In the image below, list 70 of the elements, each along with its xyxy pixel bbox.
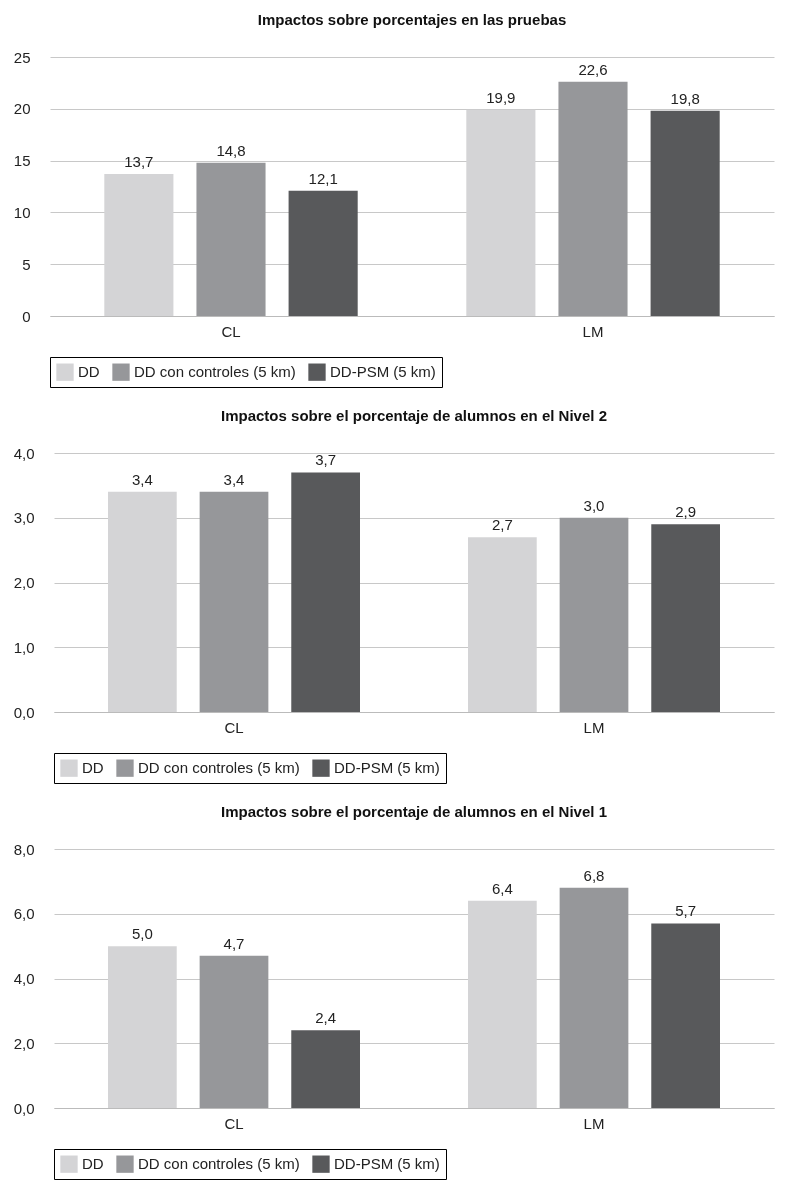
bar — [559, 887, 629, 1108]
y-tick-label: 6,0 — [13, 905, 35, 923]
data-label: 6,4 — [491, 879, 513, 897]
bar — [468, 537, 537, 712]
legend-label: DD con controles (5 km) — [134, 363, 296, 381]
data-label: 12,1 — [308, 169, 338, 187]
chart-title: Impactos sobre el porcentaje de alumnos en el Nivel 2 — [221, 407, 607, 424]
data-label: 6,8 — [583, 866, 605, 884]
x-tick-label: LM — [583, 1114, 605, 1132]
bar — [291, 472, 360, 712]
legend-label: DD-PSM (5 km) — [334, 1155, 440, 1173]
bar — [199, 491, 269, 712]
y-tick-label: 0,0 — [13, 1099, 35, 1117]
y-tick-label: 10 — [13, 203, 31, 221]
y-tick-label: 2,0 — [13, 1034, 35, 1052]
y-tick-label: 8,0 — [13, 840, 35, 858]
y-tick-label: 15 — [13, 152, 31, 170]
bar — [108, 491, 177, 712]
y-tick-label: 4,0 — [13, 970, 35, 987]
bar — [104, 174, 174, 316]
legend-label: DD con controles (5 km) — [138, 759, 300, 777]
data-label: 2,9 — [675, 503, 697, 521]
bar — [199, 955, 269, 1108]
data-label: 5,7 — [675, 902, 697, 920]
data-label: 2,7 — [491, 516, 513, 534]
y-tick-label: 1,0 — [13, 638, 35, 656]
data-label: 14,8 — [216, 141, 246, 159]
data-label: 3,4 — [223, 470, 245, 488]
bar — [466, 109, 536, 316]
y-tick-label: 25 — [13, 48, 31, 66]
x-tick-label: LM — [582, 322, 604, 340]
bar — [650, 110, 720, 316]
y-tick-label: 5 — [22, 255, 31, 273]
data-label: 19,9 — [486, 88, 516, 106]
data-label: 5,0 — [131, 925, 153, 943]
bar — [288, 190, 358, 316]
legend-label: DD-PSM (5 km) — [330, 363, 436, 381]
data-label: 3,0 — [583, 496, 605, 514]
legend-label: DD — [78, 363, 100, 381]
bar — [108, 946, 177, 1108]
data-label: 2,4 — [315, 1009, 337, 1027]
data-label: 22,6 — [578, 60, 608, 78]
data-label: 3,4 — [131, 470, 153, 488]
y-tick-label: 2,0 — [13, 574, 35, 591]
chart-title: Impactos sobre el porcentaje de alumnos en el Nivel 1 — [221, 803, 607, 820]
x-tick-label: CL — [221, 322, 241, 340]
data-label: 13,7 — [124, 153, 154, 171]
x-tick-label: LM — [583, 718, 605, 736]
chart-title: Impactos sobre porcentajes en las pruebas — [257, 11, 567, 28]
bar — [651, 923, 720, 1108]
legend-label: DD — [82, 759, 104, 777]
bar — [558, 81, 628, 316]
y-tick-label: 20 — [13, 100, 31, 118]
bar — [196, 162, 266, 316]
bar — [468, 900, 537, 1108]
x-tick-label: CL — [224, 718, 244, 736]
y-tick-label: 4,0 — [13, 444, 35, 462]
bar — [651, 524, 720, 712]
y-tick-label: 0,0 — [13, 703, 35, 721]
data-label: 4,7 — [223, 934, 245, 952]
legend-label: DD — [82, 1155, 104, 1173]
bar — [291, 1030, 360, 1108]
bar — [559, 517, 629, 712]
y-tick-label: 3,0 — [13, 509, 35, 527]
legend-label: DD con controles (5 km) — [138, 1155, 300, 1173]
data-label: 3,7 — [315, 451, 337, 469]
data-label: 19,8 — [670, 89, 700, 107]
x-tick-label: CL — [224, 1114, 244, 1132]
legend-label: DD-PSM (5 km) — [334, 759, 440, 777]
y-tick-label: 0 — [22, 307, 31, 325]
